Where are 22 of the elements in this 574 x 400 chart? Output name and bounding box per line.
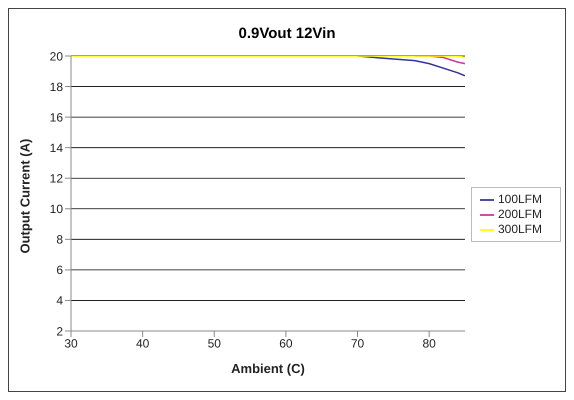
y-tick-label: 2 — [56, 324, 64, 338]
x-tick-label: 40 — [136, 336, 150, 351]
x-tick-label: 70 — [350, 336, 365, 351]
x-tick-label: 50 — [208, 336, 222, 351]
legend-label: 100LFM — [498, 192, 542, 206]
y-tick-label: 20 — [50, 49, 64, 64]
y-tick-label: 6 — [56, 263, 64, 278]
y-axis-title: Output Current (A) — [18, 138, 33, 254]
y-tick-label: 10 — [50, 202, 64, 216]
y-tick-label: 8 — [56, 232, 64, 247]
x-axis-title: Ambient (C) — [231, 361, 305, 376]
y-tick-label: 4 — [56, 294, 64, 308]
legend-label: 300LFM — [498, 222, 542, 236]
y-tick-label: 12 — [50, 171, 64, 186]
chart-title: 0.9Vout 12Vin — [238, 25, 336, 42]
y-tick-label: 16 — [50, 110, 64, 124]
x-tick-label: 30 — [64, 336, 78, 351]
x-tick-label: 80 — [422, 336, 436, 351]
legend-label: 200LFM — [498, 207, 542, 222]
y-tick-label: 18 — [50, 80, 64, 94]
y-tick-label: 14 — [50, 140, 64, 155]
x-tick-label: 60 — [279, 336, 293, 351]
